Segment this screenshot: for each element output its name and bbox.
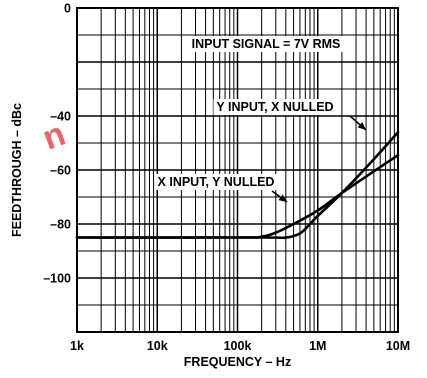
y-tick-label: 0 — [64, 2, 71, 16]
annotation-input-signal: INPUT SIGNAL = 7V RMS — [192, 37, 341, 51]
annotation-background — [154, 174, 278, 190]
y-tick-label: –80 — [50, 218, 71, 232]
series-layer — [75, 130, 400, 240]
y-tick-label: –60 — [50, 164, 71, 178]
annotation-y-input-x-nulled: Y INPUT, X NULLED — [216, 100, 333, 114]
annotation-background — [213, 99, 337, 115]
x-tick-label: 100k — [224, 339, 252, 353]
x-tick-label: 1k — [70, 339, 84, 353]
arrowhead-x-input — [278, 194, 287, 202]
annotations: INPUT SIGNAL = 7V RMS Y INPUT, X NULLED … — [154, 36, 367, 203]
y-axis-title: FEEDTHROUGH – dBc — [10, 103, 24, 237]
y-tick-label: –40 — [50, 110, 71, 124]
arrowhead-y-input — [357, 122, 366, 130]
x-tick-label: 10k — [147, 339, 168, 353]
x-axis-ticks: 1k 10k 100k 1M 10M — [70, 339, 410, 353]
series-line-x-input-y-nulled — [75, 130, 400, 240]
annotation-x-input-y-nulled: X INPUT, Y NULLED — [158, 175, 275, 189]
y-tick-label: –100 — [43, 272, 71, 286]
x-tick-label: 1M — [309, 339, 326, 353]
annotation-background — [188, 36, 344, 52]
x-axis-title: FREQUENCY – Hz — [184, 355, 291, 369]
plot-frame — [76, 7, 399, 333]
x-tick-label: 10M — [386, 339, 410, 353]
y-axis-ticks: 0 –40 –60 –80 –100 — [43, 2, 71, 286]
